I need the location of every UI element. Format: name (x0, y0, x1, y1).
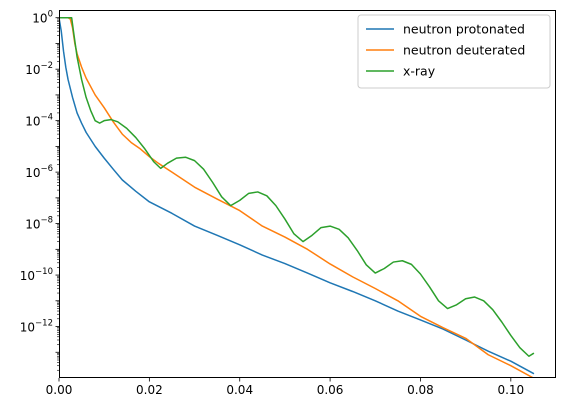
legend-label: x-ray (403, 64, 436, 79)
x-tick-label: 0.04 (226, 383, 253, 397)
series-line-x-ray (59, 16, 535, 357)
x-tick-label: 0.06 (317, 383, 344, 397)
x-tick-label: 0.08 (407, 383, 434, 397)
axes-frame (59, 10, 556, 378)
legend-box (357, 14, 551, 89)
legend-label: neutron protonated (403, 22, 525, 37)
y-tick-label: 10−2 (25, 61, 53, 77)
x-tick-label: 0.00 (46, 383, 73, 397)
y-tick-label: 10−10 (20, 267, 53, 283)
legend-label: neutron deuterated (403, 43, 525, 58)
y-tick-label: 10−8 (25, 216, 53, 232)
y-axis: 100 10−2 10−4 10−6 10−8 10−10 10−12 (20, 10, 59, 371)
legend: neutron protonated neutron deuterated x-ra… (357, 14, 551, 89)
x-tick-label: 0.02 (136, 383, 163, 397)
y-tick-label: 10−12 (20, 319, 53, 335)
y-tick-label: 100 (32, 10, 53, 26)
y-tick-label: 10−6 (25, 164, 53, 180)
x-axis: 0.00 0.02 0.04 0.06 0.08 0.10 (46, 378, 524, 397)
y-tick-label: 10−4 (25, 113, 53, 129)
series-line-neutron-deuterated (59, 16, 535, 378)
x-tick-label: 0.10 (497, 383, 524, 397)
series-line-neutron-protonated (59, 16, 535, 375)
series-layer (59, 16, 535, 378)
